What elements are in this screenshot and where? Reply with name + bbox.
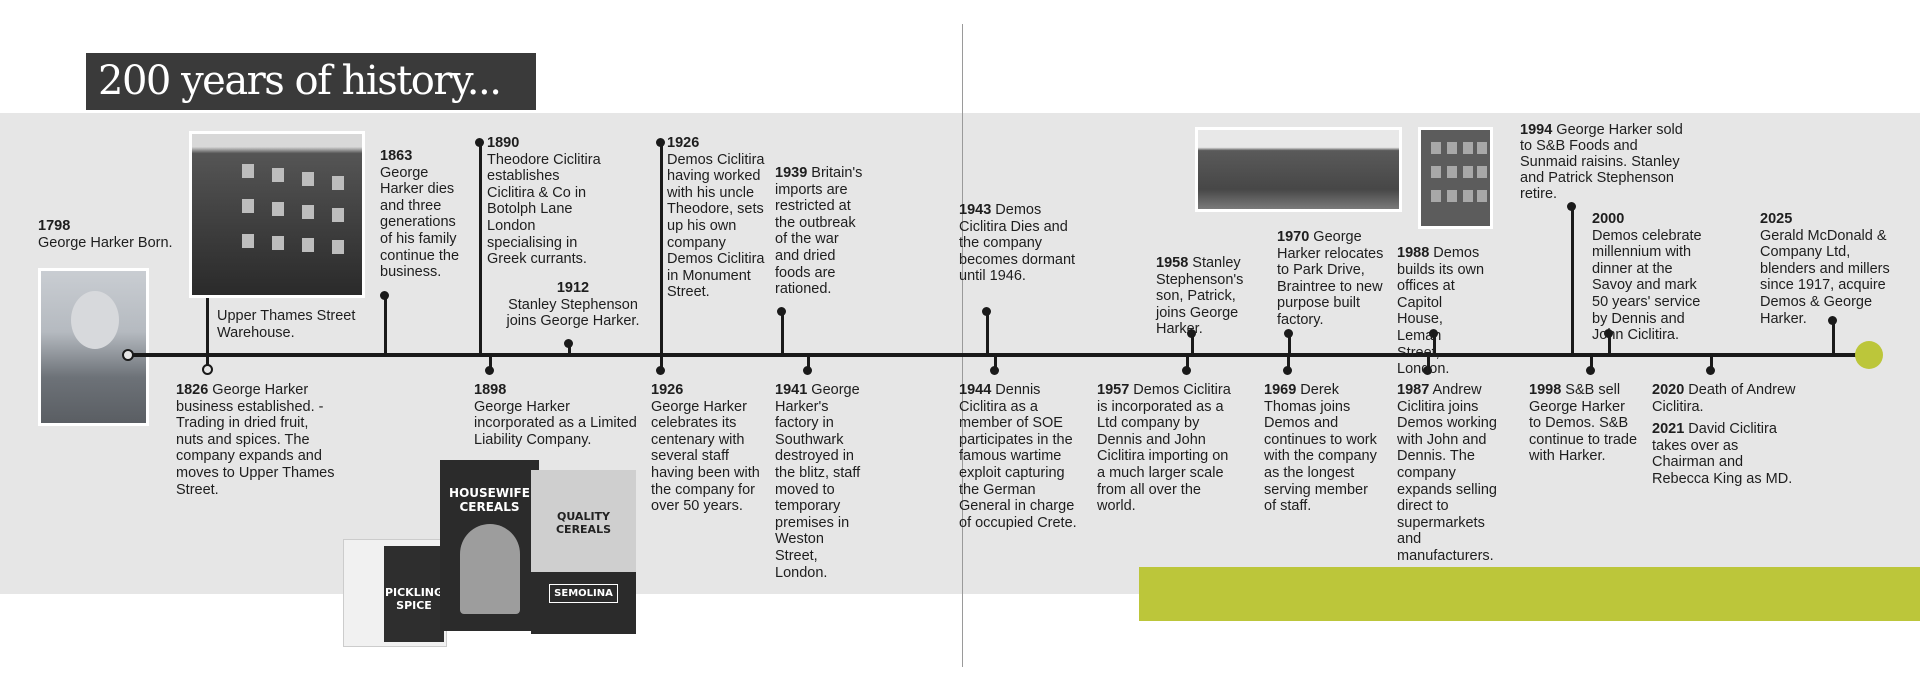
timeline-end-marker (1855, 341, 1883, 369)
event-2025: 2025 Gerald McDonald & Company Ltd, blend… (1760, 211, 1890, 327)
quality-cereals-label: QUALITY CEREALS (555, 510, 612, 536)
stem-1970 (1288, 334, 1291, 356)
george-harker-portrait (38, 268, 149, 426)
timeline-start-marker (122, 349, 134, 361)
marker-1998 (1586, 366, 1595, 375)
events-2020-2021: 2020 Death of Andrew Ciclitira. 2021 Dav… (1652, 382, 1802, 488)
stem-2000 (1608, 334, 1611, 356)
accent-green-bar (1139, 567, 1920, 621)
event-1863: 1863 George Harker dies and three generat… (380, 148, 460, 281)
marker-2000 (1604, 329, 1613, 338)
stem-1969 (1287, 355, 1290, 370)
event-1890: 1890 Theodore Ciclitira establishes Cicli… (487, 135, 601, 268)
stem-1926 (660, 143, 663, 370)
event-1926-demos: 1926 Demos Ciclitira having worked with h… (667, 135, 765, 301)
marker-2020 (1706, 366, 1715, 375)
stem-1994 (1571, 207, 1574, 356)
stem-1987 (1427, 355, 1430, 370)
stem-1898 (489, 355, 492, 370)
housewife-label: HOUSEWIFE CEREALS (449, 486, 530, 514)
braintree-factory-photo (1195, 127, 1402, 212)
marker-1943 (982, 307, 991, 316)
marker-1994 (1567, 202, 1576, 211)
event-1941: 1941 George Harker's factory in Southwar… (775, 382, 861, 581)
stem-1943 (986, 312, 989, 356)
stem-1988 (1433, 334, 1436, 356)
marker-1970 (1284, 329, 1293, 338)
marker-1926-bottom (656, 366, 665, 375)
marker-1898 (485, 366, 494, 375)
marker-1969 (1283, 366, 1292, 375)
marker-1939 (777, 307, 786, 316)
quality-cereals-pack: QUALITY CEREALS SEMOLINA (531, 470, 636, 634)
event-1944: 1944 Dennis Ciclitira as a member of SOE… (959, 382, 1077, 531)
marker-1912 (564, 339, 573, 348)
page-divider (962, 24, 963, 667)
pickling-spice-pack: PICKLING SPICE (343, 539, 447, 647)
stem-1944 (994, 355, 997, 370)
event-1969: 1969 Derek Thomas joins Demos and contin… (1264, 382, 1377, 515)
housewife-cereals-pack: HOUSEWIFE CEREALS (440, 460, 539, 631)
event-1912: 1912 Stanley Stephenson joins George Hark… (506, 280, 640, 330)
marker-1988 (1429, 329, 1438, 338)
pickling-spice-label: PICKLING SPICE (384, 546, 444, 642)
event-1988: 1988 Demos builds its own offices at Cap… (1397, 245, 1485, 378)
stem-1998 (1590, 355, 1593, 370)
marker-1941 (803, 366, 812, 375)
marker-1926-top (656, 138, 665, 147)
stem-1939 (781, 312, 784, 356)
stem-2020 (1710, 355, 1713, 370)
page-title: 200 years of history... (86, 53, 536, 110)
marker-2025 (1828, 316, 1837, 325)
event-2021: 2021 David Ciclitira takes over as Chair… (1652, 421, 1793, 487)
stem-1957 (1186, 355, 1189, 370)
marker-1944 (990, 366, 999, 375)
marker-1863 (380, 291, 389, 300)
event-1798: 1798 George Harker Born. (38, 218, 173, 251)
timeline-axis (128, 353, 1869, 357)
event-1939: 1939 Britain's imports are restricted at… (775, 165, 863, 298)
event-1898: 1898 George Harker incorporated as a Limi… (474, 382, 637, 448)
photo-caption: Upper Thames Street Warehouse. (217, 308, 356, 341)
event-2000: 2000 Demos celebrate millennium with dinn… (1592, 211, 1702, 344)
event-1987: 1987 Andrew Ciclitira joins Demos workin… (1397, 382, 1497, 564)
marker-1826 (202, 364, 213, 375)
stem-2025 (1832, 321, 1835, 356)
semolina-label: SEMOLINA (549, 584, 618, 603)
marker-1987 (1423, 366, 1432, 375)
marker-1890 (475, 138, 484, 147)
marker-1957 (1182, 366, 1191, 375)
event-1958: 1958 Stanley Stephenson's son, Patrick, … (1156, 255, 1244, 338)
event-1998: 1998 S&B sell George Harker to Demos. S&… (1529, 382, 1638, 465)
event-1970: 1970 George Harker relocates to Park Dri… (1277, 229, 1384, 328)
stem-1863 (384, 296, 387, 356)
marker-1958 (1187, 329, 1196, 338)
event-2020: 2020 Death of Andrew Ciclitira. (1652, 382, 1796, 415)
event-1926-centenary: 1926 George Harker celebrates its centena… (651, 382, 760, 515)
stem-1912 (568, 344, 571, 356)
stem-1890 (479, 143, 482, 356)
event-1957: 1957 Demos Ciclitira is incorporated as … (1097, 382, 1231, 515)
event-1994: 1994 George Harker sold to S&B Foods and… (1520, 122, 1683, 202)
event-1826: 1826 George Harker business established.… (176, 382, 335, 498)
capitol-house-photo (1418, 127, 1493, 229)
stem-1958 (1191, 334, 1194, 356)
stem-1826 (206, 298, 209, 366)
stem-1941 (807, 355, 810, 370)
event-1943: 1943 Demos Ciclitira Dies and the compan… (959, 202, 1076, 285)
warehouse-photo (189, 131, 365, 298)
